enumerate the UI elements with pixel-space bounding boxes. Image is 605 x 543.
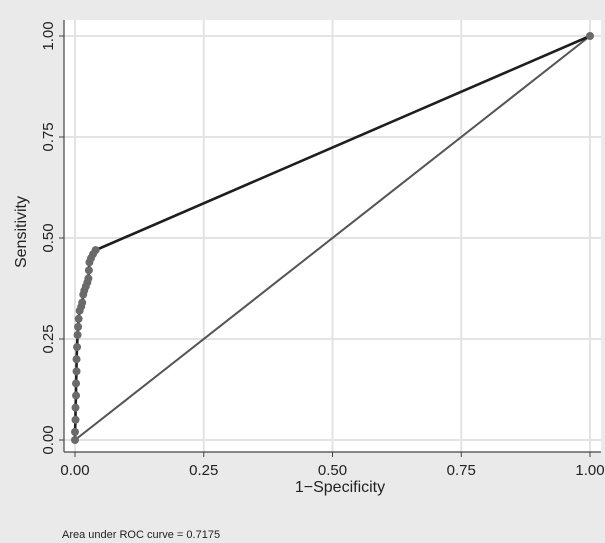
roc-point-25	[586, 32, 594, 40]
y-tick-label-4: 1.00	[40, 21, 57, 50]
y-tick-label-3: 0.75	[40, 122, 57, 151]
y-tick-label-1: 0.25	[40, 324, 57, 353]
x-tick-label-1: 0.25	[189, 462, 218, 479]
roc-point-2	[71, 415, 80, 424]
roc-point-5	[72, 379, 81, 388]
roc-point-11	[74, 314, 83, 323]
axes	[59, 20, 601, 457]
roc-point-10	[74, 322, 83, 331]
roc-point-0	[71, 436, 79, 444]
roc-point-8	[73, 343, 82, 352]
tick-labels: 0.00 0.25 0.50 0.75 1.00 0.00 0.25 0.50 0.75 1.00	[40, 21, 605, 479]
x-tick-label-4: 1.00	[575, 462, 604, 479]
x-tick-label-0: 0.00	[60, 462, 89, 479]
roc-point-20	[84, 266, 93, 275]
roc-point-4	[72, 391, 81, 400]
roc-point-3	[71, 403, 80, 412]
roc-point-1	[71, 427, 79, 436]
roc-point-6	[72, 367, 81, 376]
y-axis-title: Sensitivity	[13, 196, 30, 268]
x-axis-title: 1−Specificity	[295, 479, 385, 496]
y-tick-label-2: 0.50	[40, 223, 57, 252]
roc-point-7	[72, 355, 81, 364]
x-tick-label-3: 0.75	[447, 462, 476, 479]
auc-note: Area under ROC curve = 0.7175	[62, 529, 220, 541]
reference-line	[74, 35, 591, 441]
x-tick-label-2: 0.50	[318, 462, 347, 479]
series-layer	[71, 32, 594, 444]
y-tick-label-0: 0.00	[40, 425, 57, 454]
roc-point-14	[78, 298, 87, 307]
roc-point-19	[84, 274, 93, 283]
roc-point-9	[73, 330, 82, 339]
roc-point-24	[91, 246, 100, 255]
